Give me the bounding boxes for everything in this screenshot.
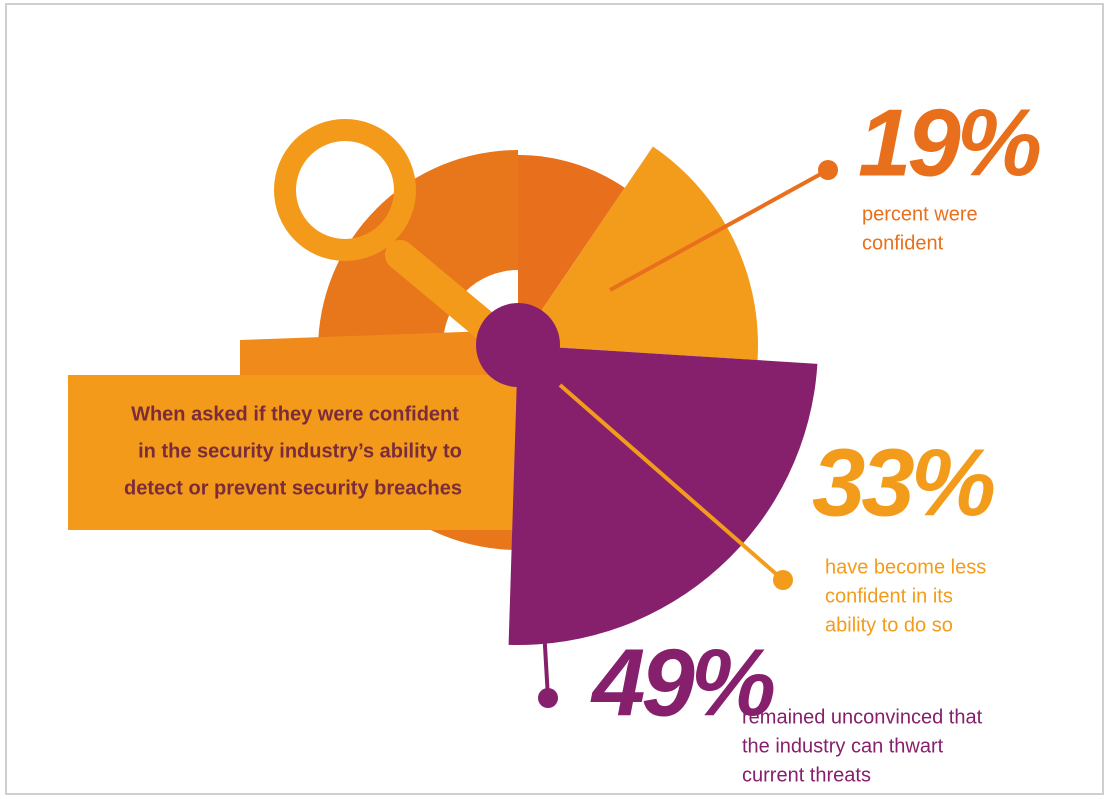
title-line: When asked if they were confident xyxy=(131,403,459,425)
title-banner xyxy=(68,375,518,530)
pie xyxy=(508,146,818,645)
magnifier-ring xyxy=(274,119,416,261)
slice-label: ability to do so xyxy=(825,614,953,636)
leader xyxy=(609,168,829,292)
banner-fold xyxy=(240,330,518,380)
slice-label: current threats xyxy=(742,764,871,786)
value-label: 19% xyxy=(858,89,1040,196)
slice-label: percent were xyxy=(862,203,978,225)
slice-label: confident xyxy=(862,232,944,254)
center-dot xyxy=(476,303,560,387)
slice-label: have become less xyxy=(825,556,986,578)
value-label: 33% xyxy=(812,429,994,536)
value-label: 49% xyxy=(590,629,774,736)
magnifier-handle xyxy=(385,240,505,345)
leader xyxy=(538,559,550,699)
leader-dot xyxy=(818,160,838,180)
pie-slice xyxy=(518,146,758,361)
slice-label: confident in its xyxy=(825,585,953,607)
slice-label: remained unconvinced that xyxy=(742,706,983,728)
leader-dot xyxy=(538,688,558,708)
title-line: in the security industry’s ability to xyxy=(138,440,462,462)
leader-dot xyxy=(773,570,793,590)
pie-slice xyxy=(518,155,625,345)
pie-slice xyxy=(508,345,818,645)
leader xyxy=(558,383,785,582)
title-line: detect or prevent security breaches xyxy=(124,477,462,499)
slice-label: the industry can thwart xyxy=(742,735,944,757)
